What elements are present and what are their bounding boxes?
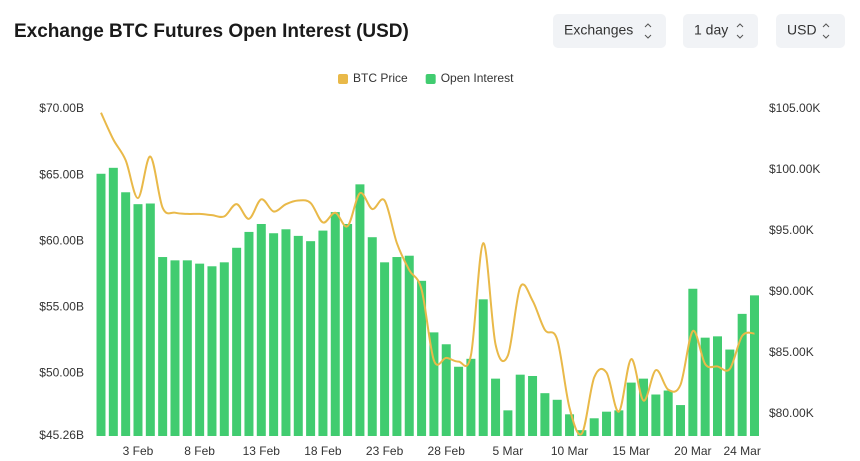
bar [219, 262, 229, 436]
bar [207, 266, 217, 436]
bar [96, 173, 106, 436]
dropdown-box[interactable] [553, 14, 666, 48]
bar [602, 411, 612, 436]
bar [676, 405, 686, 436]
bar [145, 203, 155, 436]
bar [256, 223, 266, 436]
y2-tick-label: $100.00K [769, 162, 820, 176]
dropdown-icon[interactable] [736, 23, 744, 39]
x-tick-label: 10 Mar [551, 444, 588, 458]
dropdown-label[interactable]: 1 day [694, 22, 728, 38]
bar [108, 167, 118, 437]
bar [540, 393, 550, 436]
bar [589, 418, 599, 436]
bar [614, 410, 624, 436]
dropdown-label[interactable]: USD [787, 22, 817, 38]
legend-swatch [425, 74, 436, 84]
bar [503, 410, 513, 436]
x-tick-label: 28 Feb [428, 444, 466, 458]
price-line [100, 112, 755, 436]
bar [491, 378, 501, 436]
legend-label: Open Interest [441, 71, 514, 85]
bar [626, 382, 636, 436]
bar [195, 263, 205, 436]
legend-label: BTC Price [353, 71, 408, 85]
bar [663, 390, 673, 436]
y-tick-label: $60.00B [39, 233, 84, 247]
bar [269, 233, 279, 436]
x-tick-label: 23 Feb [366, 444, 404, 458]
bar [565, 414, 575, 436]
y-tick-label: $45.26B [39, 428, 84, 442]
y2-tick-label: $85.00K [769, 345, 814, 359]
bar [639, 378, 649, 436]
bar [700, 337, 710, 436]
bar [232, 247, 242, 436]
x-tick-label: 15 Mar [613, 444, 650, 458]
bar [749, 295, 759, 436]
bar [182, 260, 192, 436]
x-tick-label: 8 Feb [184, 444, 215, 458]
y2-tick-label: $80.00K [769, 406, 814, 420]
y-tick-label: $70.00B [39, 101, 84, 115]
bar [281, 229, 291, 436]
bar [441, 344, 451, 436]
bar [170, 260, 180, 436]
bar [651, 394, 661, 436]
bar [244, 231, 254, 436]
y-tick-label: $65.00B [39, 167, 84, 181]
bar [306, 241, 316, 436]
bar [478, 299, 488, 436]
x-tick-label: 13 Feb [243, 444, 281, 458]
bar [133, 204, 143, 436]
bar [121, 192, 131, 436]
bar [355, 184, 365, 436]
chart-title: Exchange BTC Futures Open Interest (USD) [14, 21, 409, 42]
bar [552, 399, 562, 436]
bar [725, 349, 735, 436]
bar [293, 235, 303, 436]
bar [713, 336, 722, 436]
dropdown-box[interactable] [683, 14, 758, 48]
bar [688, 288, 698, 436]
y2-tick-label: $105.00K [769, 101, 820, 115]
dropdown-icon[interactable] [644, 23, 652, 39]
y2-tick-label: $95.00K [769, 223, 814, 237]
x-tick-label: 5 Mar [493, 444, 524, 458]
bar [515, 374, 525, 436]
currency-dropdown[interactable]: USD [776, 14, 845, 48]
bar [417, 280, 427, 436]
interval-dropdown[interactable]: 1 day [683, 14, 758, 48]
bar [392, 257, 402, 436]
bar [429, 332, 439, 436]
bar [380, 262, 390, 436]
dropdown-label[interactable]: Exchanges [564, 22, 633, 38]
bar [454, 366, 464, 436]
y-tick-label: $50.00B [39, 366, 84, 380]
dropdown-box[interactable] [776, 14, 845, 48]
exchanges-dropdown[interactable]: Exchanges [553, 14, 666, 48]
x-tick-label: 24 Mar [723, 444, 760, 458]
bar [367, 237, 377, 436]
bar [158, 257, 168, 436]
bar [330, 212, 340, 436]
x-tick-label: 3 Feb [123, 444, 154, 458]
x-tick-label: 20 Mar [674, 444, 711, 458]
bar [737, 313, 747, 436]
x-tick-label: 18 Feb [304, 444, 342, 458]
bar [466, 358, 476, 436]
dropdown-icon[interactable] [822, 23, 830, 39]
y2-tick-label: $90.00K [769, 284, 814, 298]
y-tick-label: $55.00B [39, 299, 84, 313]
bar [343, 223, 353, 436]
bar [318, 230, 328, 436]
legend-swatch [338, 74, 348, 84]
bar [528, 375, 538, 436]
bar [404, 255, 414, 436]
